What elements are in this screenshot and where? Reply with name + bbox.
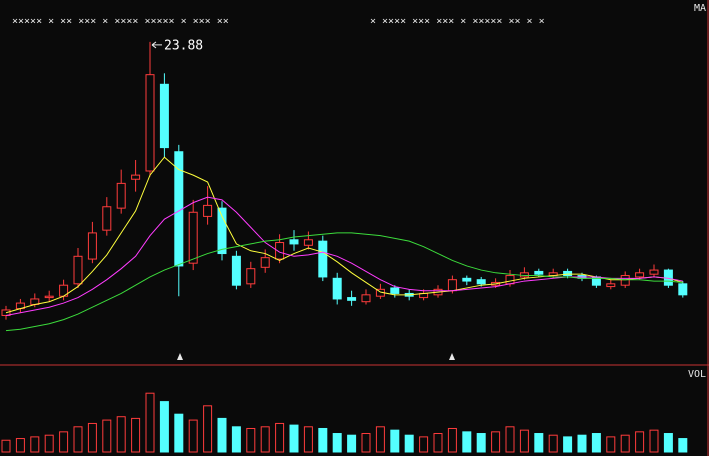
candle-body: [116, 182, 126, 209]
volume-bar: [303, 426, 313, 453]
candle-body: [73, 255, 83, 285]
vol-label: VOL: [688, 369, 706, 380]
candle-body: [678, 283, 688, 296]
signal-marks: × ×××× ××× ××× × ××××× ×× × ×: [370, 16, 545, 27]
volume-bar: [548, 434, 558, 453]
candle-body: [217, 207, 227, 255]
candle-body: [347, 297, 357, 301]
candle-body: [447, 279, 457, 292]
volume-bar: [419, 436, 429, 453]
ma-line: [5, 156, 683, 314]
candle-body: [44, 295, 54, 299]
candle-body: [332, 277, 342, 300]
volume-bar: [73, 426, 83, 453]
marker-triangle: [449, 353, 455, 360]
volume-bar: [174, 413, 184, 453]
volume-bar: [663, 433, 673, 453]
candle-body: [231, 255, 241, 286]
candle-body: [203, 204, 213, 217]
volume-bar: [505, 426, 515, 453]
volume-bar: [347, 434, 357, 453]
volume-bar: [159, 401, 169, 453]
candle-body: [563, 270, 573, 277]
volume-bar: [375, 426, 385, 453]
volume-bar: [390, 429, 400, 453]
volume-bar: [491, 431, 501, 453]
volume-bar: [476, 433, 486, 453]
candle-body: [649, 269, 659, 275]
candle-body: [534, 270, 544, 275]
volume-bar: [131, 417, 141, 453]
candle-body: [246, 268, 256, 285]
volume-bar: [649, 429, 659, 453]
candle-body: [145, 74, 155, 172]
volume-bar: [433, 433, 443, 453]
volume-bar: [145, 392, 155, 453]
candle-body: [620, 275, 630, 286]
volume-bar: [519, 429, 529, 453]
candle-body: [318, 240, 328, 278]
volume-bar: [231, 426, 241, 453]
volume-bar: [635, 431, 645, 453]
volume-bar: [462, 431, 472, 453]
volume-bar: [447, 427, 457, 453]
signal-marks: ××××× × ×× ××× × ×××× ××××× × ××× ××: [12, 16, 229, 27]
candle-body: [87, 232, 97, 260]
annotation-arrow: [151, 41, 162, 49]
volume-bar: [30, 436, 40, 453]
candle-body: [361, 294, 371, 303]
volume-bar: [318, 427, 328, 453]
volume-bar: [203, 405, 213, 453]
ma-label: MA: [694, 3, 706, 14]
candle-body: [635, 272, 645, 278]
volume-bar: [606, 436, 616, 453]
volume-bar: [289, 424, 299, 453]
volume-bar: [534, 433, 544, 453]
candle-body: [476, 279, 486, 285]
candle-body: [505, 275, 515, 285]
volume-bar: [44, 434, 54, 453]
marker-triangle: [177, 353, 183, 360]
candle-body: [275, 242, 285, 260]
volume-bar: [620, 434, 630, 453]
volume-bar: [260, 426, 270, 453]
candle-body: [260, 257, 270, 268]
volume-bar: [116, 416, 126, 453]
volume-bar: [591, 433, 601, 453]
candle-body: [462, 277, 472, 282]
volume-bar: [275, 422, 285, 453]
candle-body: [159, 83, 169, 149]
volume-bar: [332, 433, 342, 453]
volume-bar: [59, 431, 69, 453]
volume-bar: [678, 438, 688, 453]
ma-line: [5, 232, 683, 332]
candle-body: [303, 239, 313, 246]
volume-bar: [361, 433, 371, 453]
peak-label: 23.88: [164, 38, 203, 53]
candle-body: [606, 283, 616, 288]
candle-body: [102, 206, 112, 231]
volume-bar: [87, 422, 97, 453]
candle-body: [390, 287, 400, 294]
candle-body: [188, 211, 198, 264]
candle-body: [131, 174, 141, 180]
volume-bar: [188, 419, 198, 453]
volume-bar: [217, 417, 227, 453]
volume-bar: [246, 427, 256, 453]
volume-bar: [563, 436, 573, 453]
volume-bar: [102, 419, 112, 453]
candle-body: [289, 239, 299, 245]
volume-bar: [404, 434, 414, 453]
volume-bar: [1, 439, 11, 453]
volume-bar: [577, 434, 587, 453]
volume-bar: [15, 438, 25, 453]
